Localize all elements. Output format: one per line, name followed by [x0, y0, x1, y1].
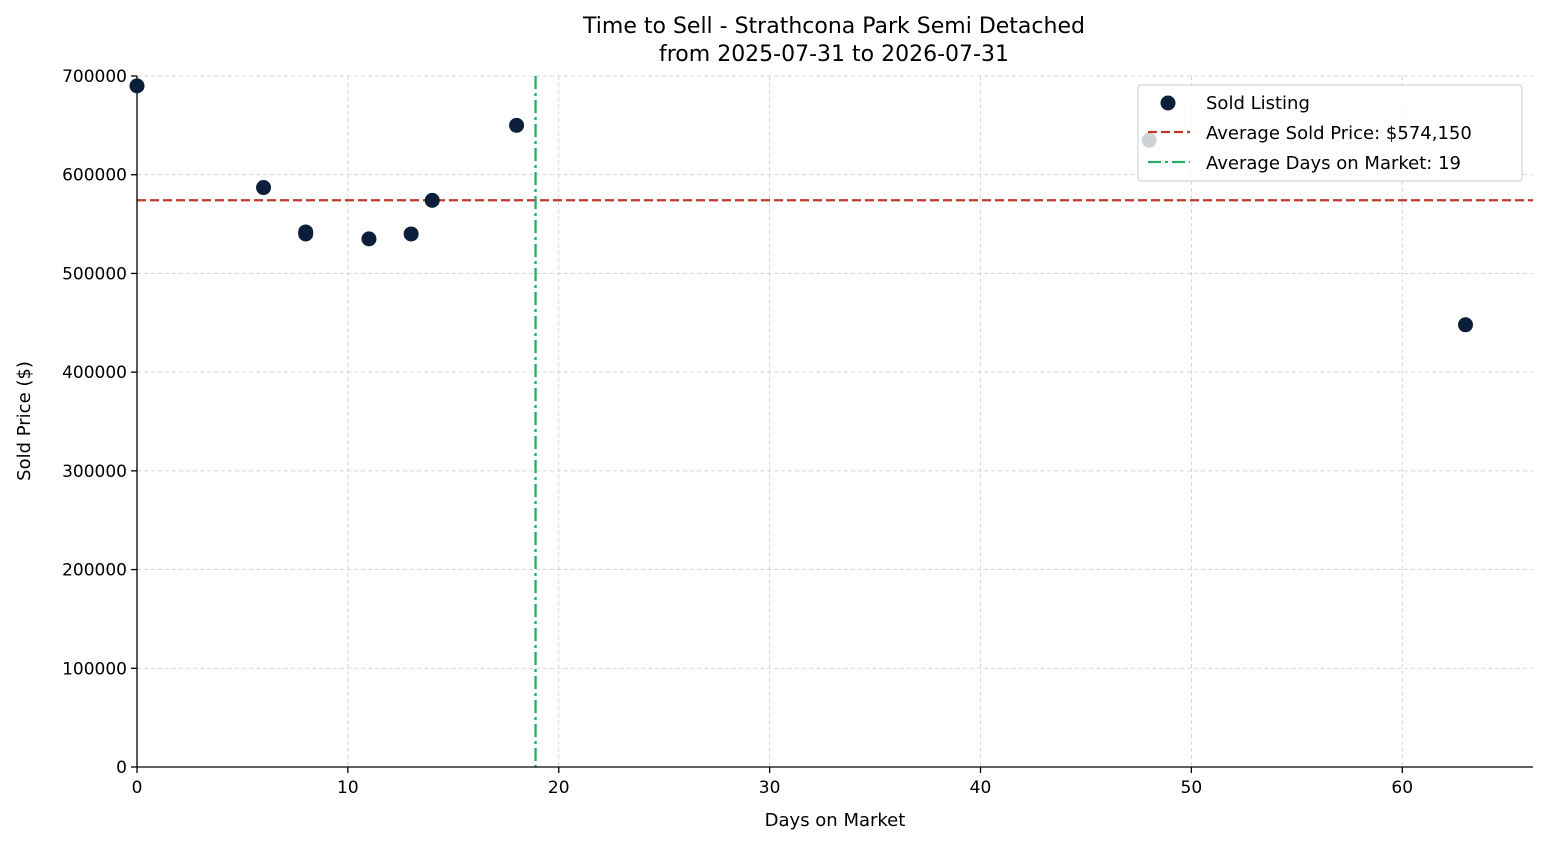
data-point: [403, 226, 419, 242]
legend-frame: [1137, 84, 1523, 182]
y-tick-label: 500000: [62, 264, 127, 284]
data-point: [298, 226, 314, 242]
legend-marker-sold-listing: [1160, 95, 1176, 111]
x-tick-label: 50: [1181, 778, 1203, 798]
axes: 0 10 20 30 40 50 60 0 100000 200000 300000 400000 50…: [62, 67, 1533, 798]
y-tick-label: 600000: [62, 166, 127, 186]
grid: [136, 75, 1533, 768]
y-tick-label: 200000: [62, 561, 127, 581]
y-tick-label: 0: [116, 758, 127, 778]
chart-subtitle: from 2025-07-31 to 2026-07-31: [659, 42, 1009, 67]
x-tick-label: 40: [970, 778, 992, 798]
scatter-points: [129, 78, 1474, 333]
x-tick-label: 30: [759, 778, 781, 798]
data-point: [1458, 317, 1474, 333]
y-axis-label: Sold Price ($): [14, 361, 35, 481]
data-point: [424, 192, 440, 208]
legend-label-average-days: Average Days on Market: 19: [1206, 153, 1461, 174]
y-tick-label: 700000: [62, 67, 127, 87]
data-point: [361, 231, 377, 247]
y-tick-label: 400000: [62, 363, 127, 383]
x-tick-label: 10: [337, 778, 359, 798]
data-point: [256, 180, 272, 196]
data-point: [509, 117, 525, 133]
x-tick-label: 0: [132, 778, 143, 798]
legend-label-sold-listing: Sold Listing: [1206, 93, 1310, 114]
x-tick-label: 20: [548, 778, 570, 798]
x-tick-label: 60: [1391, 778, 1413, 798]
y-tick-label: 300000: [62, 462, 127, 482]
legend-label-average-price: Average Sold Price: $574,150: [1206, 123, 1472, 144]
reference-lines: [137, 76, 1533, 767]
legend: Sold Listing Average Sold Price: $574,15…: [1137, 84, 1523, 182]
y-tick-label: 100000: [62, 659, 127, 679]
data-point: [129, 78, 145, 94]
chart-title: Time to Sell - Strathcona Park Semi Deta…: [582, 14, 1085, 39]
x-axis-label: Days on Market: [765, 810, 906, 831]
